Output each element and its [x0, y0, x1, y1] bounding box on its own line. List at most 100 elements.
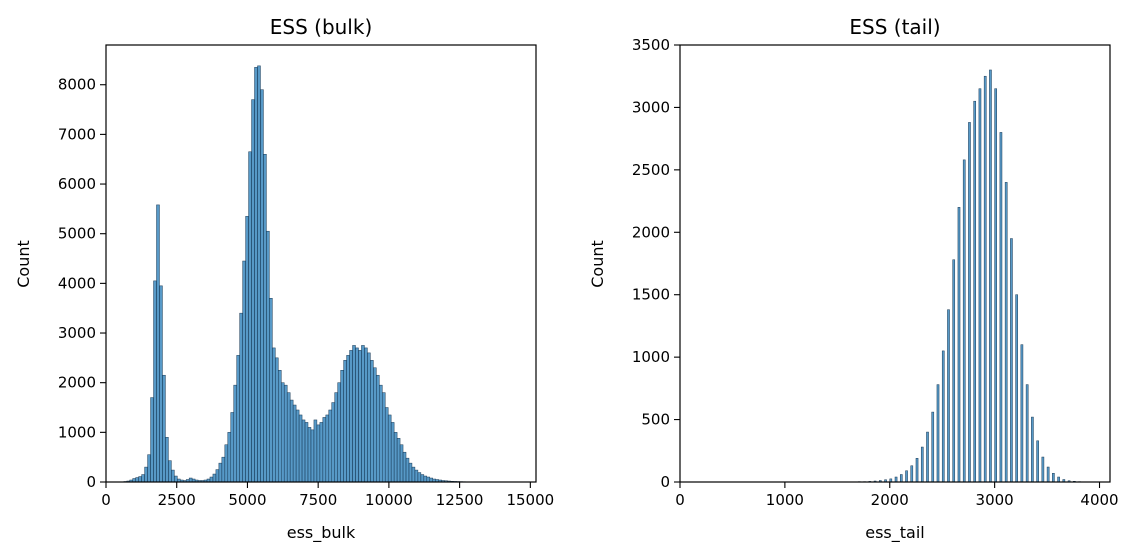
ess-tail-x-tick-label-0: 0: [675, 491, 685, 509]
ess-bulk-bar-82: [367, 352, 371, 483]
ess-bulk-bar-47: [263, 154, 267, 483]
ess-bulk-y-tick-label-4: 4000: [58, 274, 96, 292]
ess-bulk-bar-32: [218, 462, 223, 483]
ess-bulk-bar-53: [281, 382, 285, 483]
ess-bulk-bar-90: [390, 422, 395, 483]
ess-bulk-bar-59: [298, 414, 303, 483]
ess-bulk-bar-43: [251, 99, 255, 483]
ess-tail-bar-14: [915, 458, 919, 483]
ess-bulk-bar-66: [319, 422, 324, 483]
ess-bulk-bar-63: [310, 429, 315, 483]
ess-bulk-bar-65: [316, 424, 321, 483]
ess-bulk-bar-74: [343, 360, 347, 483]
ess-tail-bar-11: [899, 474, 903, 483]
ess-bulk-bar-9: [150, 397, 154, 483]
ess-bulk-bar-51: [275, 357, 279, 483]
ess-bulk-bar-84: [373, 367, 377, 483]
ess-bulk-y-tick-label-3: 3000: [58, 324, 96, 342]
ess-bulk-x-tick-label-4: 10000: [365, 491, 413, 509]
ess-bulk-y-tick-label-6: 6000: [58, 175, 96, 193]
ess-tail-bar-37: [1036, 440, 1039, 483]
ess-tail-bar-24: [968, 122, 971, 483]
ess-bulk-x-ticks: 0 2500 5000 7500 10000 12500 15000: [101, 482, 554, 509]
ess-bulk-y-tick-label-2: 2000: [58, 374, 96, 392]
ess-bulk-axes-frame: [105, 44, 537, 483]
ess-tail-title: ESS (tail): [849, 15, 940, 39]
ess-bulk-x-tick-label-1: 2500: [158, 491, 196, 509]
ess-tail-bar-15: [920, 446, 924, 483]
ess-bulk-title: ESS (bulk): [270, 15, 373, 39]
ess-bulk-bar-54: [283, 384, 288, 483]
ess-tail-bar-28: [989, 69, 992, 483]
ess-bulk-bar-30: [212, 473, 217, 483]
ess-bulk-bar-48: [266, 230, 270, 483]
ess-tail-bar-29: [994, 88, 997, 483]
ess-bulk-bar-85: [376, 374, 380, 483]
ess-tail-y-tick-label-7: 3500: [632, 36, 670, 54]
ess-bulk-bar-100: [420, 474, 425, 483]
ess-tail-y-label: Count: [588, 240, 607, 288]
ess-bulk-bar-81: [364, 347, 368, 483]
ess-bulk-bar-42: [248, 151, 252, 483]
ess-bulk-bar-92: [396, 438, 401, 483]
ess-bulk-bar-46: [260, 89, 264, 483]
ess-bulk-bar-79: [358, 350, 362, 483]
ess-tail-axes-frame: [679, 44, 1111, 483]
ess-bulk-y-tick-label-8: 8000: [58, 76, 96, 94]
ess-bulk-bar-8: [147, 454, 151, 483]
ess-bulk-x-tick-label-2: 5000: [228, 491, 266, 509]
ess-bulk-y-tick-label-0: 0: [86, 473, 96, 491]
ess-bulk-x-tick-label-5: 12500: [436, 491, 484, 509]
ess-tail-y-tick-label-6: 3000: [632, 98, 670, 116]
ess-tail-bar-25: [973, 100, 977, 483]
ess-bulk-bar-94: [402, 451, 407, 483]
ess-tail-x-tick-label-2: 2000: [871, 491, 909, 509]
ess-bulk-bar-49: [269, 298, 273, 483]
ess-tail-bar-30: [999, 132, 1003, 483]
ess-bulk-bar-73: [340, 370, 344, 483]
ess-tail-y-tick-label-1: 500: [641, 411, 670, 429]
ess-bulk-bar-97: [411, 466, 416, 483]
ess-tail-bar-23: [962, 159, 966, 483]
ess-bulk-bar-86: [379, 384, 383, 483]
ess-bulk-bar-60: [301, 419, 306, 483]
ess-bulk-bar-71: [334, 392, 338, 483]
ess-bulk-bar-4: [135, 477, 139, 483]
ess-bulk-bar-12: [159, 285, 163, 483]
ess-bulk-bar-5: [138, 476, 142, 483]
ess-bulk-bar-56: [289, 399, 294, 483]
ess-bulk-bar-37: [233, 384, 237, 483]
ess-tail-x-label: ess_tail: [865, 523, 924, 543]
ess-tail-y-tick-label-4: 2000: [632, 223, 670, 241]
ess-tail-x-tick-label-3: 3000: [976, 491, 1014, 509]
ess-bulk-bar-57: [292, 404, 297, 483]
ess-tail-bar-10: [894, 476, 898, 483]
ess-bulk-bar-10: [153, 280, 157, 483]
ess-bulk-bar-39: [239, 312, 243, 483]
ess-bulk-bar-15: [168, 460, 172, 483]
ess-bulk-y-tick-label-7: 7000: [58, 125, 96, 143]
ess-bulk-bar-35: [227, 432, 232, 483]
ess-bulk-bar-62: [307, 427, 312, 483]
ess-bulk-bar-102: [426, 476, 431, 483]
ess-bulk-bar-11: [156, 204, 160, 483]
ess-tail-bar-13: [910, 465, 914, 483]
ess-bulk-bar-87: [382, 392, 386, 483]
ess-bulk-bar-29: [209, 476, 214, 483]
ess-bulk-bar-70: [331, 402, 335, 483]
ess-tail-bars: [810, 69, 1097, 483]
ess-tail-y-tick-label-2: 1000: [632, 348, 670, 366]
ess-bulk-bar-34: [224, 444, 229, 483]
ess-tail-bar-20: [947, 309, 950, 483]
ess-tail-bar-39: [1046, 466, 1050, 483]
ess-bulk-bar-95: [405, 457, 410, 483]
ess-bulk-bar-33: [221, 456, 226, 483]
ess-tail-bar-27: [983, 75, 987, 483]
ess-bulk-bar-16: [171, 469, 175, 483]
ess-bulk-x-tick-label-0: 0: [101, 491, 111, 509]
ess-bulk-bar-98: [414, 469, 419, 483]
ess-bulk-bar-69: [328, 409, 332, 483]
ess-tail-bar-34: [1020, 344, 1024, 483]
ess-bulk-bars: [123, 65, 516, 483]
ess-tail-bar-36: [1031, 416, 1034, 483]
